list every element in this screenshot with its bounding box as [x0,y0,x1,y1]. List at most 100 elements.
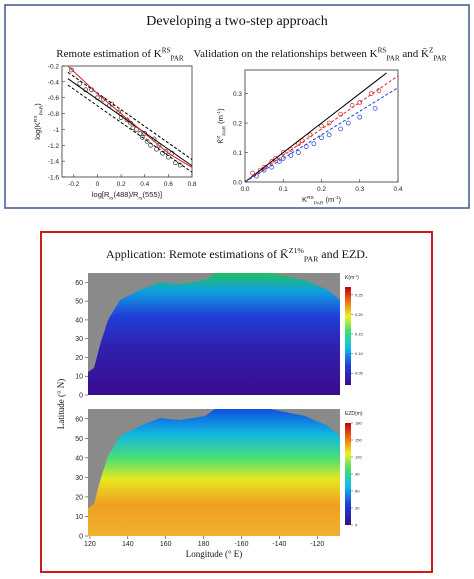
plot-frame [61,65,193,178]
x-tick-label: -160 [234,541,248,548]
colorbar-label: EZD(m) [345,411,363,417]
y-tick-label: -1.6 [48,175,60,182]
y-tick-label: -1.4 [48,159,60,166]
y-axis-label: K̄ZPAR (m-1) [216,108,227,144]
text-part: PAR [170,54,183,62]
y-tick-label: 50 [75,299,83,306]
text-part: PAR [314,200,324,206]
text-part: Z [429,47,433,55]
text-part: and [400,48,421,60]
colorbar-tick-label: 0.05 [355,371,364,376]
x-tick-label: -0.2 [68,181,80,188]
point [296,150,301,155]
y-tick-label: 0.2 [233,121,242,128]
text-part: ) [339,195,342,204]
text-part: ) [357,275,359,281]
point [142,131,148,136]
x-tick-label: 0.2 [117,181,126,188]
text-part: rs [109,195,114,201]
text-part: PAR [304,255,319,264]
y-tick-label: -0.2 [48,64,60,71]
text-part: Application: Remote estimations of [106,247,280,261]
point [319,123,324,129]
x-tick-label: 0.6 [164,181,173,188]
colorbar-tick-label: 60 [355,489,360,494]
y-tick-label: 0 [79,393,83,400]
point [140,135,145,140]
text-part: ) [216,108,225,111]
x-axis-label: Longitude (° E) [186,549,243,559]
y-tick-label: -0.8 [48,111,60,118]
text-part: -1 [354,274,357,278]
point [177,162,183,168]
land [88,273,340,372]
line [67,71,193,160]
y-tick-label: 10 [75,514,83,521]
text-part: (555)] [143,190,163,199]
colorbar-tick-label: 180 [355,421,362,426]
point [326,132,332,138]
colorbar-tick-label: 0.20 [355,312,364,317]
text-part: RS [162,47,171,55]
text-part: (m [323,195,334,204]
point [372,105,378,111]
text-part: PAR [386,54,399,62]
text-part: K̄ [216,139,225,144]
point [163,149,169,154]
colorbar [345,287,351,385]
text-part: ) [33,103,42,106]
x-tick-label: 0.4 [393,186,402,193]
x-tick-label: 0.2 [317,186,326,193]
y-tick-label: 0.0 [233,180,242,187]
text-part: K [370,48,378,60]
point [345,120,351,126]
y-axis-label: log(KRSPAR) [33,103,44,140]
text-part: Z [216,136,222,139]
text-part: log[R [92,190,110,199]
y-tick-label: 40 [75,455,83,462]
colorbar-label: K(m-1) [345,274,359,281]
text-part: K̄ [421,48,429,60]
bottom-frame [40,231,433,573]
point [144,138,150,144]
text-part: log( [33,127,42,140]
text-part: PAR [38,105,44,115]
point [77,81,83,86]
x-tick-label: -140 [272,541,286,548]
point [288,147,294,152]
colorbar-tick-label: 120 [355,455,362,460]
text-part: rs [138,195,143,201]
colorbar-tick-label: 90 [355,472,360,477]
text-part: RS [378,47,387,55]
colorbar-tick-label: 30 [355,506,360,511]
chart-title: Validation on the relationships between … [193,47,446,63]
y-tick-label: 50 [75,436,83,443]
text-part: and EZD. [318,247,368,261]
header-title: Developing a two-step approach [146,14,328,29]
text-part: (m [216,115,225,126]
point [357,114,363,120]
y-tick-label: 10 [75,374,83,381]
y-tick-label: -1 [53,127,59,134]
x-tick-label: 0.8 [187,181,196,188]
x-axis-label: KRSPAR (m-1) [302,195,342,206]
text-part: Validation on the relationships between [193,48,369,60]
land [88,409,340,508]
colorbar-tick-label: 0 [355,523,358,528]
point [69,67,74,73]
y-axis-label: Latitude (° N) [56,379,66,430]
application-title: Application: Remote estimations of K̄Z1%… [106,246,368,263]
point [311,141,317,147]
y-tick-label: 0 [79,534,83,541]
plot-frame [244,69,399,183]
y-tick-label: 20 [75,355,83,362]
text-part: K [154,48,162,60]
y-tick-label: 60 [75,280,83,287]
maps [88,273,351,536]
text-part: Z1% [289,246,305,255]
y-tick-label: -0.4 [48,79,60,86]
y-tick-label: 0.1 [233,150,242,157]
y-tick-label: 60 [75,416,83,423]
point [326,120,332,126]
text-part: K [33,122,42,127]
